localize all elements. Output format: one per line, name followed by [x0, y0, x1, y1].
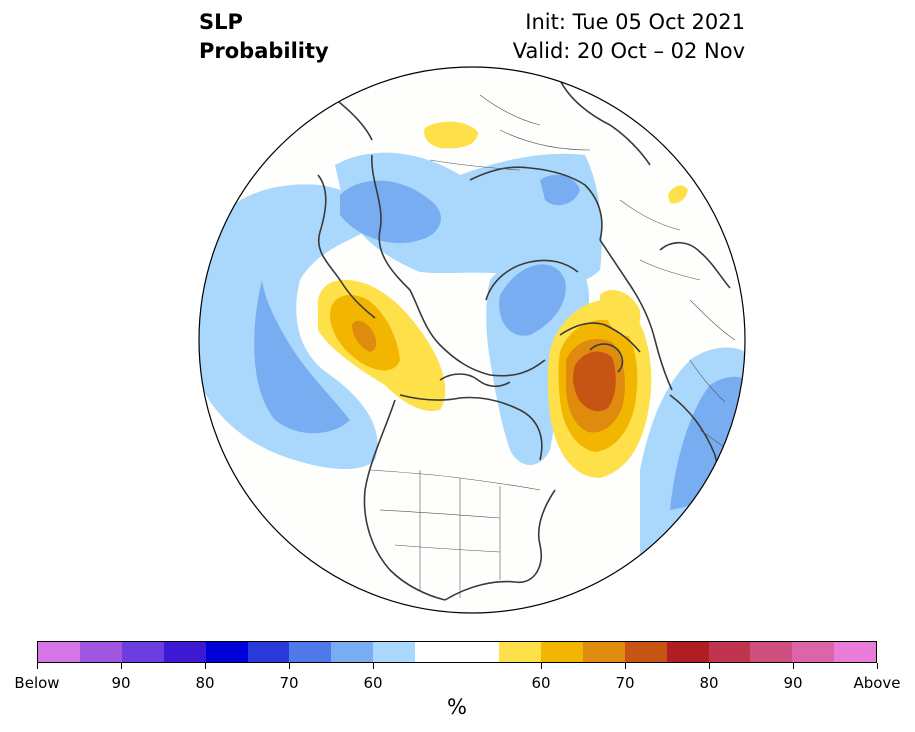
colorbar-segment	[834, 642, 877, 662]
colorbar-segment	[373, 642, 416, 662]
colorbar-segment	[247, 642, 290, 662]
colorbar-tick	[288, 663, 290, 669]
polar-map	[198, 66, 746, 614]
colorbar-tick	[708, 663, 710, 669]
colorbar-segment	[792, 642, 835, 662]
variable-label: SLP	[199, 10, 243, 34]
colorbar-segment	[289, 642, 332, 662]
colorbar-label: 60	[363, 674, 383, 692]
colorbar-tick	[792, 663, 794, 669]
anomaly-greenland-below	[486, 253, 590, 465]
anomaly-atlantic-above	[547, 290, 652, 478]
colorbar-tick	[120, 663, 122, 669]
colorbar-ticks	[36, 663, 878, 671]
colorbar-label: 60	[531, 674, 551, 692]
colorbar-tick	[540, 663, 542, 669]
colorbar-segment	[540, 642, 583, 662]
probability-colorbar	[37, 641, 877, 663]
forecast-dates: Init: Tue 05 Oct 2021 Valid: 20 Oct – 02…	[513, 8, 745, 66]
colorbar-segment	[163, 642, 206, 662]
colorbar-tick	[372, 663, 374, 669]
colorbar-segment	[415, 642, 458, 662]
colorbar-segment	[79, 642, 122, 662]
colorbar-tick	[876, 663, 878, 669]
colorbar-unit: %	[447, 695, 467, 719]
globe-boundary	[198, 66, 746, 614]
colorbar-segment	[750, 642, 793, 662]
valid-period: Valid: 20 Oct – 02 Nov	[512, 39, 745, 63]
anomaly-siberia-below	[335, 152, 602, 286]
colorbar-segment	[38, 642, 80, 662]
colorbar-tick	[204, 663, 206, 669]
colorbar-segment	[582, 642, 625, 662]
colorbar-tick	[624, 663, 626, 669]
colorbar-label: 70	[615, 674, 635, 692]
colorbar-segment	[666, 642, 709, 662]
colorbar-label: 80	[699, 674, 719, 692]
colorbar-segment	[331, 642, 374, 662]
colorbar-segment	[457, 642, 499, 662]
anomaly-alaska-above	[317, 279, 446, 411]
country-borders	[369, 94, 741, 598]
colorbar-label: 90	[111, 674, 131, 692]
colorbar-label: 70	[279, 674, 299, 692]
colorbar-segment	[624, 642, 667, 662]
colorbar-segment	[121, 642, 164, 662]
product-label: Probability	[199, 39, 329, 63]
colorbar-segment	[498, 642, 541, 662]
colorbar-label: 90	[783, 674, 803, 692]
colorbar-tick	[36, 663, 38, 669]
colorbar-label: Below	[14, 674, 60, 692]
anomaly-north-pacific-below	[199, 184, 382, 470]
map-content	[199, 67, 745, 613]
colorbar-label: Above	[853, 674, 901, 692]
colorbar-label: 80	[195, 674, 215, 692]
colorbar-segment	[708, 642, 751, 662]
init-date: Init: Tue 05 Oct 2021	[525, 10, 745, 34]
colorbar-segment	[205, 642, 248, 662]
anomaly-east-asia-above	[424, 121, 688, 204]
map-title: SLP Probability	[199, 8, 329, 66]
